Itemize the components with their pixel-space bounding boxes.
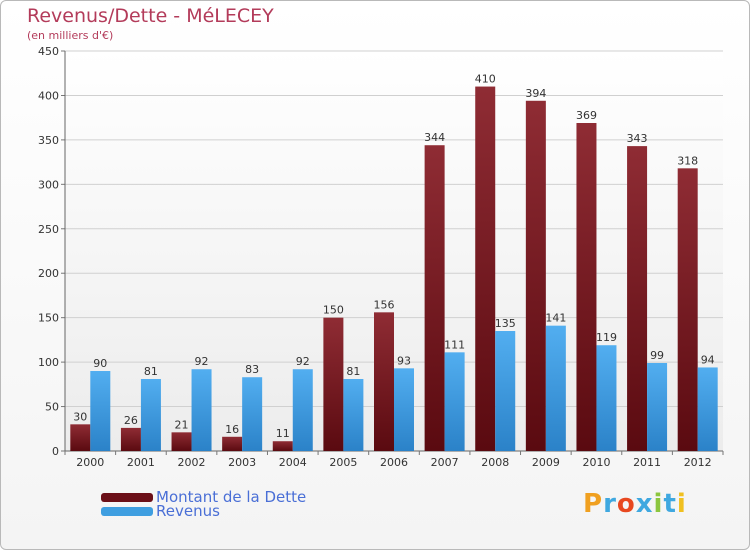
logo-letter: t	[663, 489, 677, 519]
bar-revenus	[140, 379, 161, 451]
legend-swatch-dette	[101, 492, 153, 502]
data-label-revenus: 135	[495, 317, 516, 330]
bar-revenus	[545, 325, 566, 451]
data-label-dette: 394	[525, 87, 546, 100]
data-label-dette: 343	[627, 132, 648, 145]
data-label-revenus: 81	[144, 365, 158, 378]
data-label-revenus: 81	[346, 365, 360, 378]
x-tick-label: 2012	[684, 456, 712, 469]
legend-label-revenus: Revenus	[156, 502, 220, 520]
bar-dette	[424, 145, 445, 451]
data-label-revenus: 90	[93, 357, 107, 370]
data-label-revenus: 94	[701, 353, 715, 366]
bar-revenus	[343, 379, 364, 451]
y-tick-label: 350	[38, 134, 59, 147]
chart-subtitle: (en milliers d'€)	[27, 29, 114, 42]
data-label-dette: 16	[225, 423, 239, 436]
legend-swatch-revenus	[101, 506, 153, 516]
y-tick-label: 50	[45, 401, 59, 414]
bar-revenus	[191, 369, 212, 451]
bar-revenus	[394, 368, 414, 451]
bar-dette	[171, 432, 192, 451]
data-label-dette: 11	[276, 427, 290, 440]
proxiti-logo: Proxiti	[583, 489, 687, 519]
data-label-dette: 369	[576, 109, 597, 122]
x-tick-label: 2000	[76, 456, 104, 469]
data-label-dette: 26	[124, 414, 138, 427]
data-label-dette: 30	[73, 410, 87, 423]
x-tick-label: 2001	[127, 456, 155, 469]
y-tick-label: 300	[38, 178, 59, 191]
bar-dette	[120, 427, 141, 451]
x-tick-label: 2002	[178, 456, 206, 469]
y-tick-label: 250	[38, 223, 59, 236]
legend-item-revenus: Revenus	[101, 502, 220, 520]
data-label-dette: 318	[677, 154, 698, 167]
bar-dette	[70, 424, 91, 451]
logo-letter: r	[603, 489, 617, 519]
bar-dette	[222, 436, 243, 451]
bar-revenus	[495, 331, 516, 451]
bar-dette	[576, 123, 597, 451]
bar-dette	[374, 312, 394, 451]
y-tick-label: 100	[38, 356, 59, 369]
bar-dette	[525, 100, 546, 452]
bar-revenus	[292, 369, 313, 451]
data-label-dette: 21	[175, 418, 189, 431]
data-label-revenus: 92	[195, 355, 209, 368]
logo-letter: P	[583, 489, 604, 519]
y-tick-label: 450	[38, 45, 59, 58]
bar-dette	[475, 86, 496, 452]
x-tick-label: 2008	[481, 456, 509, 469]
data-label-revenus: 92	[296, 355, 310, 368]
logo-letter: o	[616, 489, 636, 519]
data-label-revenus: 99	[650, 349, 664, 362]
x-tick-label: 2010	[582, 456, 610, 469]
x-tick-label: 2003	[228, 456, 256, 469]
y-tick-label: 0	[52, 445, 59, 458]
bar-dette	[677, 168, 698, 452]
x-tick-label: 2007	[431, 456, 459, 469]
data-label-dette: 410	[475, 73, 496, 86]
chart-title: Revenus/Dette - MéLECEY	[27, 5, 274, 27]
data-label-revenus: 119	[596, 331, 617, 344]
x-tick-label: 2004	[279, 456, 307, 469]
bar-dette	[627, 146, 648, 451]
data-label-revenus: 93	[397, 354, 411, 367]
data-label-revenus: 111	[444, 338, 465, 351]
bar-dette	[323, 317, 344, 451]
x-tick-label: 2009	[532, 456, 560, 469]
data-label-revenus: 141	[545, 312, 566, 325]
bar-revenus	[242, 377, 263, 451]
x-tick-label: 2005	[329, 456, 357, 469]
bar-revenus	[596, 345, 617, 451]
data-label-revenus: 83	[245, 363, 259, 376]
bar-revenus	[444, 352, 465, 451]
y-tick-label: 400	[38, 89, 59, 102]
legend-item-dette: Montant de la Dette	[101, 488, 306, 506]
data-label-dette: 344	[424, 131, 445, 144]
bar-revenus	[647, 363, 668, 451]
data-label-dette: 156	[374, 298, 395, 311]
logo-letter: x	[635, 489, 654, 519]
bar-revenus	[697, 367, 718, 451]
logo-letter: i	[676, 489, 687, 519]
logo-letter: i	[653, 489, 664, 519]
x-tick-label: 2011	[633, 456, 661, 469]
legend-label-dette: Montant de la Dette	[156, 488, 307, 506]
y-tick-label: 200	[38, 267, 59, 280]
y-tick-label: 150	[38, 312, 59, 325]
bar-dette	[272, 441, 293, 451]
data-label-dette: 150	[323, 304, 344, 317]
x-tick-label: 2006	[380, 456, 408, 469]
bar-revenus	[90, 371, 111, 451]
